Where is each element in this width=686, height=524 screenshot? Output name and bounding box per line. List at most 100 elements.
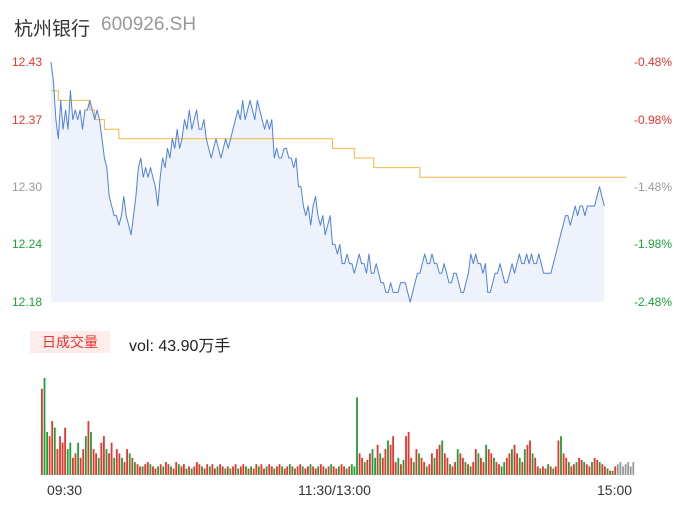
volume-bar [307,466,309,475]
volume-bar [242,464,245,475]
volume-bar [41,388,43,475]
volume-bar [232,466,234,475]
volume-bar [451,466,454,475]
volume-bar [149,464,152,475]
volume-bar [216,466,219,475]
stock-code: 600926.SH [101,14,197,35]
volume-bar [159,464,162,475]
volume-tab[interactable]: 日成交量 [30,331,110,353]
volume-bar [288,464,291,475]
volume-bar [175,462,178,475]
x-tick-open: 09:30 [47,482,83,498]
volume-bar [531,453,534,475]
volume-bar [407,431,410,475]
volume-bar [157,466,160,475]
volume-bar [103,436,105,475]
volume-bar [464,462,467,475]
volume-bar [521,462,524,475]
y-tick-left-0: 12.43 [12,55,43,69]
x-tick-close: 15:00 [597,482,633,498]
volume-bar [172,468,175,475]
volume-bar [301,466,304,475]
volume-bar [601,464,604,475]
volume-bar [402,459,405,475]
volume-bar [312,466,315,475]
volume-bar [59,436,61,475]
volume-bar [405,436,407,475]
y-tick-right-4: -2.48% [633,295,672,309]
volume-bar [177,464,180,475]
volume-bar [596,459,599,475]
volume-bar [562,453,565,475]
volume-bar [270,466,273,475]
volume-bar [110,442,113,475]
volume-bar [237,468,240,475]
volume-bar [97,457,100,475]
volume-chart [41,378,635,475]
volume-bar [87,421,90,475]
y-tick-right-0: -0.48% [633,55,672,69]
volume-bar [619,462,622,475]
volume-bar [361,457,364,475]
volume-bar [570,466,573,475]
volume-bar [591,462,593,475]
volume-bar [92,449,95,475]
volume-bar [376,444,379,475]
volume-bar [536,466,539,475]
volume-bar [201,466,203,475]
volume-bar [539,468,542,475]
volume-bar [418,453,420,475]
y-tick-left-3: 12.24 [12,237,43,252]
volume-bar [381,457,384,475]
volume-bar [598,462,601,475]
y-tick-right-2: -1.48% [633,179,672,194]
volume-bar [332,466,335,475]
volume-bar [317,466,320,475]
volume-bar [350,464,353,475]
volume-bar [77,442,80,475]
volume-bar [356,397,358,475]
volume-bar [193,466,196,475]
volume-bar [170,466,172,475]
volume-bar [508,453,511,475]
volume-bar [358,453,361,475]
volume-bar [126,449,129,475]
volume-bar [397,457,400,475]
volume-bar [412,462,415,475]
price-line [50,61,605,303]
volume-bar [353,466,356,475]
volume-bar [185,468,188,475]
volume-bar [66,449,69,475]
volume-bar [542,466,544,475]
volume-bar [165,462,167,475]
volume-bar [214,468,216,475]
volume-bar [338,466,340,475]
volume-bar [322,466,325,475]
volume-bar [467,464,469,475]
volume-bar [208,466,211,475]
volume-bar [549,466,552,475]
volume-bar [265,466,268,475]
volume-bar [139,466,141,475]
volume-bar [221,466,224,475]
volume-bar [529,440,531,475]
volume-bar [379,453,382,475]
volume-bar [53,427,56,475]
volume-bar [469,466,472,475]
volume-bar [410,457,413,475]
volume-bar [325,468,327,475]
volume-bar [64,427,67,475]
volume-bar [622,466,624,475]
volume-bar [604,466,606,475]
volume-bar [286,466,289,475]
volume-bar [436,449,438,475]
volume-bar [314,468,317,475]
volume-bar [523,449,526,475]
volume-bar [627,462,630,475]
volume-bar [513,444,516,475]
volume-bar [575,462,578,475]
volume-bar [474,449,477,475]
volume-bar [547,464,550,475]
volume-bar [48,436,51,475]
volume-bar [500,466,503,475]
